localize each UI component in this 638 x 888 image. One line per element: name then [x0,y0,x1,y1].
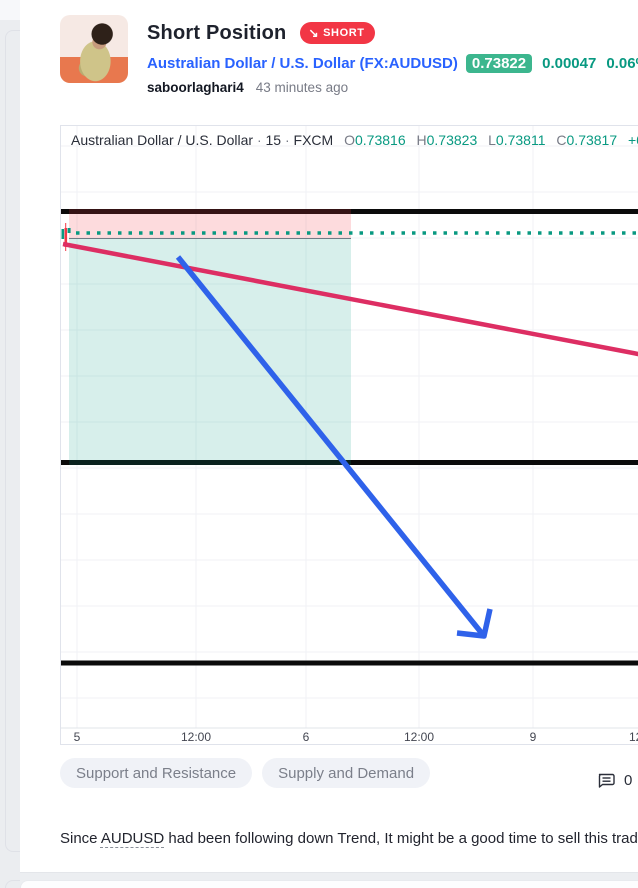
tags-row: Support and Resistance Supply and Demand [60,758,431,788]
background-card-edge [5,30,20,852]
idea-header: Short Position ↘ SHORT Australian Dollar… [147,18,638,96]
short-arrow-drawing [175,255,493,639]
comment-icon [598,773,615,788]
symbol-mention-link[interactable]: AUDUSD [100,830,165,847]
chart-gridlines [61,126,638,728]
supply-zone [69,209,351,238]
legend-interval: 15 [265,132,282,148]
tag-support-and-resistance[interactable]: Support and Resistance [60,758,253,788]
change-percent: 0.06% [606,54,638,72]
comments-button[interactable]: 0 [596,770,632,791]
chart-legend: Australian Dollar / U.S. Dollar · 15 · F… [71,132,638,148]
background-card-edge [0,0,20,20]
timestamp: 43 minutes ago [255,80,349,95]
avatar[interactable] [60,15,128,83]
axis-label: 12:00 [403,730,435,744]
idea-description: Since AUDUSD had been following down Tre… [60,830,638,847]
short-badge: ↘ SHORT [300,22,375,44]
legend-symbol: Australian Dollar / U.S. Dollar [71,132,254,148]
short-badge-label: SHORT [323,27,365,39]
ohlc-low: 0.73811 [495,132,546,148]
tag-supply-and-demand[interactable]: Supply and Demand [262,758,431,788]
demand-zone [69,238,351,465]
comment-count: 0 [624,772,633,789]
symbol-link[interactable]: Australian Dollar / U.S. Dollar (FX:AUDU… [147,54,458,72]
last-price-chip: 0.73822 [465,53,533,73]
idea-card: Short Position ↘ SHORT Australian Dollar… [20,0,638,873]
page-title: Short Position [147,21,287,44]
axis-label: 12:00 [180,730,212,744]
axis-label: 9 [529,730,537,744]
trend-line [62,241,638,357]
ohlc-open: 0.73816 [355,132,406,148]
ohlc-change: +0.0000 [628,132,638,148]
legend-exchange: FXCM [293,132,334,148]
axis-label: 6 [302,730,310,744]
axis-label: 5 [73,730,81,744]
time-axis: 5 12:00 6 12:00 9 12:00 [61,730,638,744]
change-absolute: 0.00047 [542,54,597,72]
ohlc-close: 0.73817 [566,132,618,148]
arrow-down-right-icon: ↘ [308,26,320,40]
chart-canvas [61,126,638,729]
page-background-strip [0,0,20,888]
chart-snapshot[interactable]: Australian Dollar / U.S. Dollar · 15 · F… [60,125,638,745]
ohlc-high: 0.73823 [426,132,478,148]
username-link[interactable]: saboorlaghari4 [147,80,244,95]
background-card-edge [5,880,20,888]
next-card-top-edge [20,880,638,888]
axis-label: 12:00 [628,730,638,744]
